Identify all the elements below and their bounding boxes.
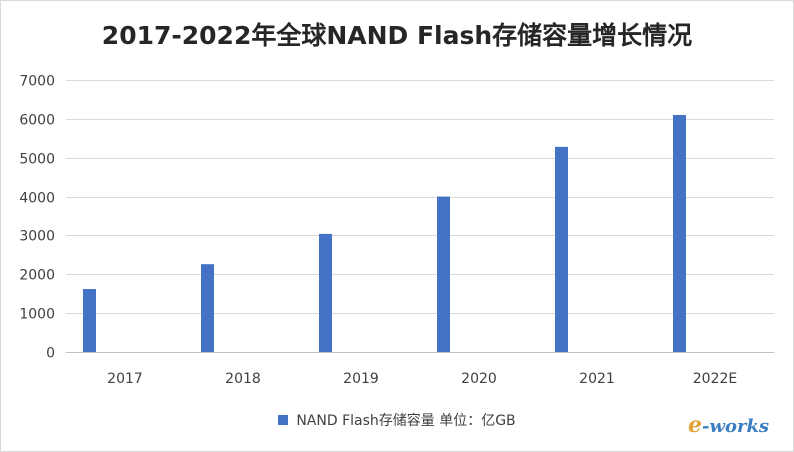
bar-2022E <box>673 114 686 352</box>
legend-label: NAND Flash存储容量 单位：亿GB <box>296 413 516 429</box>
x-tick-label: 2021 <box>579 371 615 387</box>
x-tick-label: 2018 <box>225 371 261 387</box>
bar-2020 <box>437 196 450 352</box>
y-tick-label: 3000 <box>19 229 55 245</box>
x-tick-labels: 2017 2018 2019 2020 2021 2022E <box>107 371 737 387</box>
bars <box>83 114 686 352</box>
y-tick-label: 2000 <box>19 268 55 284</box>
bar-2021 <box>555 146 568 352</box>
watermark-e: e <box>688 412 702 438</box>
legend: NAND Flash存储容量 单位：亿GB <box>0 410 794 430</box>
legend-swatch <box>278 415 289 425</box>
chart-title: 2017-2022年全球NAND Flash存储容量增长情况 <box>101 21 693 50</box>
bar-2019 <box>319 233 332 352</box>
watermark-text: -works <box>702 416 770 437</box>
x-tick-label: 2017 <box>107 371 143 387</box>
bar-2017 <box>83 289 96 352</box>
eworks-watermark-logo: e-works <box>688 412 769 438</box>
y-tick-label: 7000 <box>19 74 55 90</box>
gridlines <box>66 80 774 314</box>
y-tick-label: 1000 <box>19 307 55 323</box>
y-tick-label: 0 <box>46 346 55 362</box>
x-tick-label: 2019 <box>343 371 379 387</box>
y-tick-label: 6000 <box>19 113 55 129</box>
x-tick-label: 2020 <box>461 371 497 387</box>
y-tick-label: 4000 <box>19 191 55 207</box>
y-tick-label: 5000 <box>19 152 55 168</box>
y-tick-labels: 0 1000 2000 3000 4000 5000 6000 7000 <box>19 74 55 362</box>
x-tick-label: 2022E <box>693 371 737 387</box>
bar-2018 <box>201 264 214 352</box>
